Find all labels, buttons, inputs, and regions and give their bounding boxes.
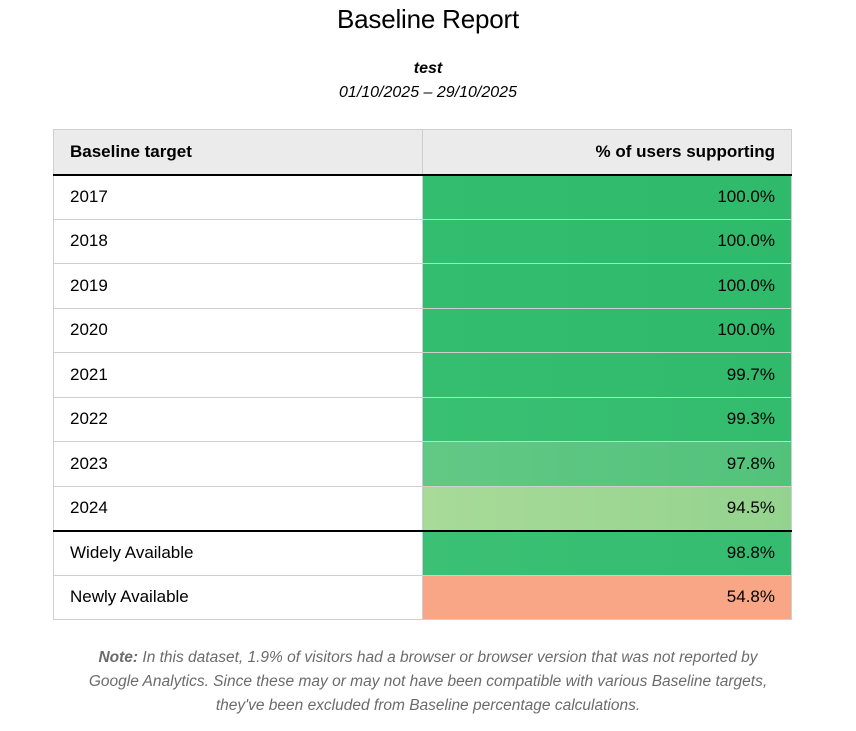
baseline-target-cell: 2022 xyxy=(53,396,423,442)
baseline-target-cell: Newly Available xyxy=(53,574,423,620)
users-supporting-cell: 100.0% xyxy=(422,263,792,309)
users-supporting-cell: 94.5% xyxy=(422,485,792,531)
users-supporting-cell: 100.0% xyxy=(422,307,792,353)
table-row: Newly Available 54.8% xyxy=(53,574,792,620)
table-row: 2023 97.8% xyxy=(53,441,792,487)
baseline-table: Baseline target % of users supporting 20… xyxy=(53,129,792,620)
note-text: In this dataset, 1.9% of visitors had a … xyxy=(88,649,768,714)
baseline-target-cell: Widely Available xyxy=(53,529,423,576)
report-subtitle: test xyxy=(413,60,443,77)
table-row: 2020 100.0% xyxy=(53,307,792,353)
users-supporting-cell: 97.8% xyxy=(422,441,792,487)
table-row: 2021 99.7% xyxy=(53,352,792,398)
footnote: Note: In this dataset, 1.9% of visitors … xyxy=(80,646,776,718)
note-label: Note: xyxy=(98,649,139,666)
baseline-target-cell: 2020 xyxy=(53,307,423,353)
date-range: 01/10/2025 – 29/10/2025 xyxy=(339,84,517,101)
users-supporting-cell: 98.8% xyxy=(422,529,792,576)
table-row: 2018 100.0% xyxy=(53,218,792,264)
users-supporting-cell: 100.0% xyxy=(422,174,792,220)
baseline-target-cell: 2019 xyxy=(53,263,423,309)
users-supporting-cell: 54.8% xyxy=(422,574,792,620)
table-row: 2017 100.0% xyxy=(53,174,792,220)
baseline-target-cell: 2021 xyxy=(53,352,423,398)
header-users-supporting: % of users supporting xyxy=(422,129,792,176)
baseline-target-cell: 2024 xyxy=(53,485,423,531)
table-body: 2017 100.0% 2018 100.0% 2019 100.0% 2020 100.0%… xyxy=(53,174,792,620)
baseline-target-cell: 2023 xyxy=(53,441,423,487)
table-row: Widely Available 98.8% xyxy=(53,529,792,576)
page-title: Baseline Report xyxy=(337,4,519,34)
baseline-target-cell: 2018 xyxy=(53,218,423,264)
header-baseline-target: Baseline target xyxy=(53,129,423,176)
users-supporting-cell: 99.7% xyxy=(422,352,792,398)
table-row: 2019 100.0% xyxy=(53,263,792,309)
table-row: 2022 99.3% xyxy=(53,396,792,442)
table-row: 2024 94.5% xyxy=(53,485,792,531)
users-supporting-cell: 100.0% xyxy=(422,218,792,264)
users-supporting-cell: 99.3% xyxy=(422,396,792,442)
baseline-target-cell: 2017 xyxy=(53,174,423,220)
table-header-row: Baseline target % of users supporting xyxy=(53,129,792,176)
